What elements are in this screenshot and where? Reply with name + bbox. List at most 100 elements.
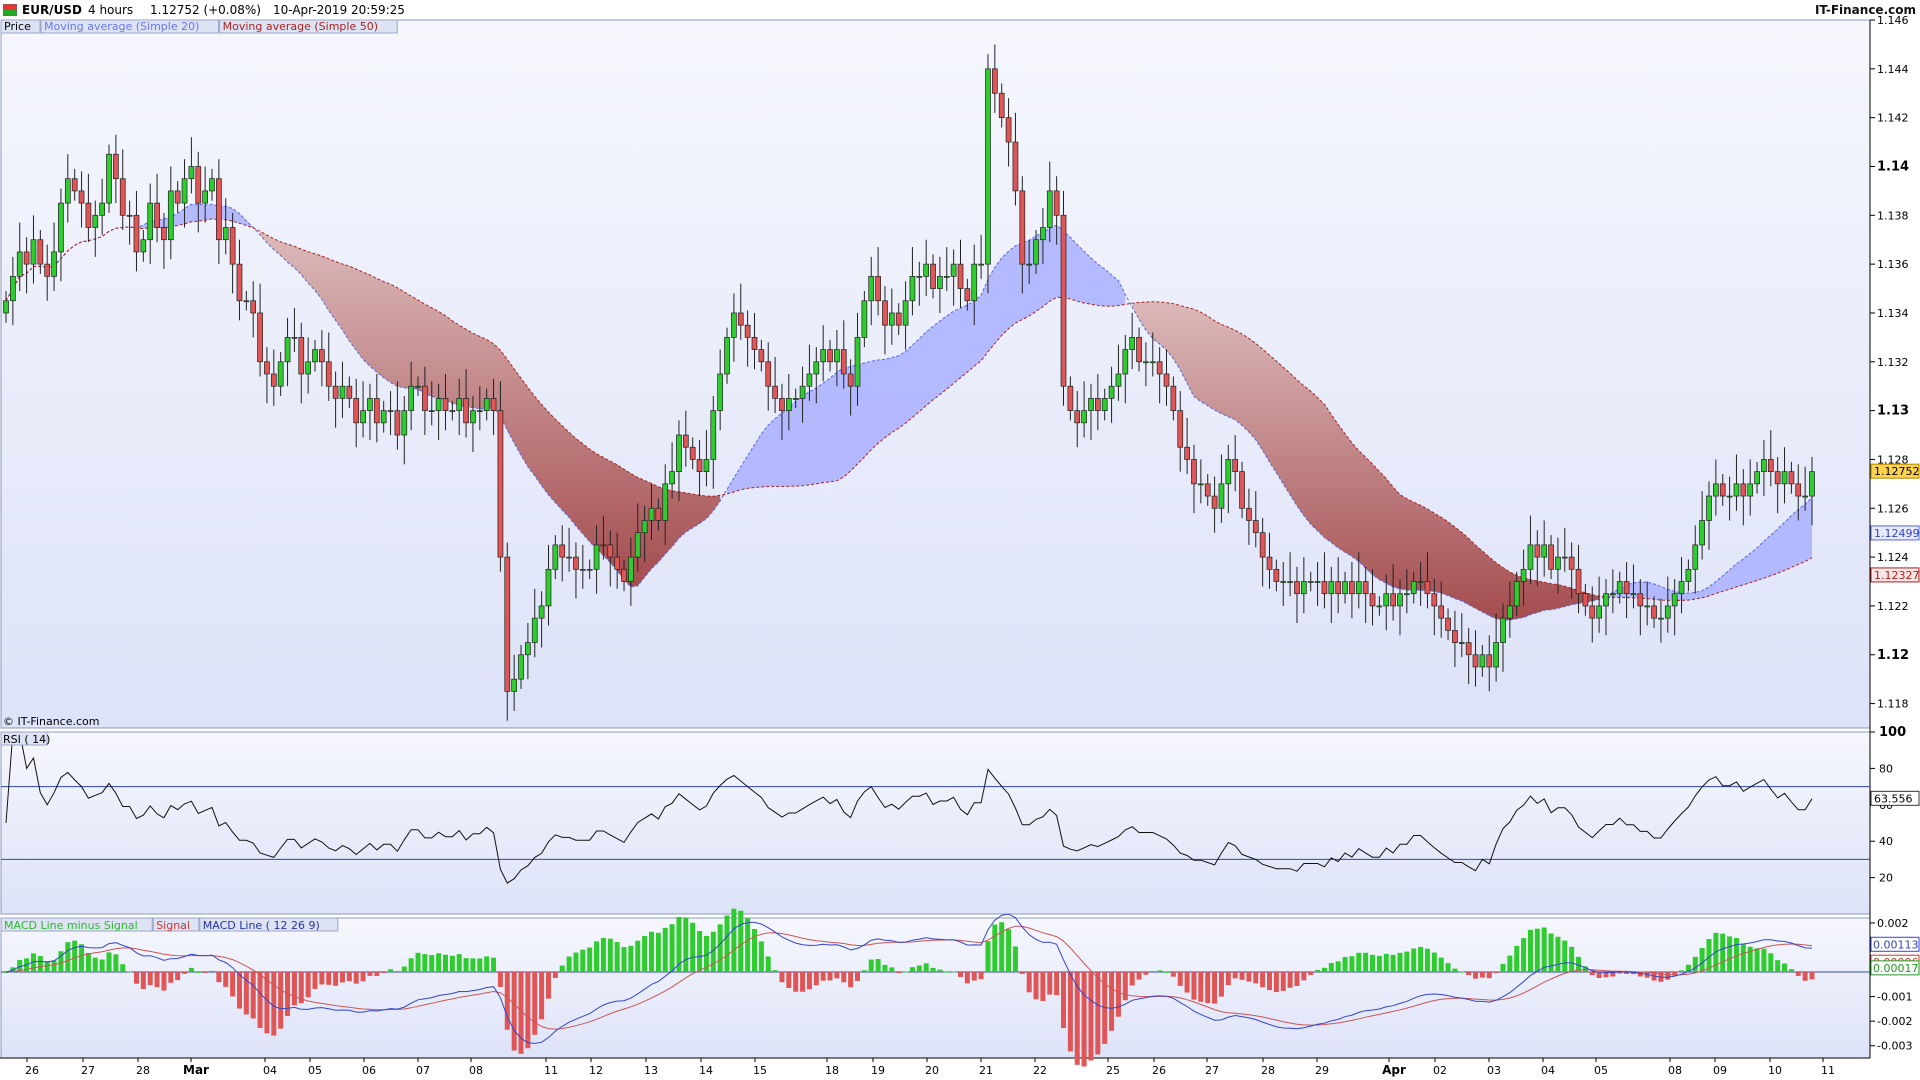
- candle[interactable]: [676, 420, 682, 501]
- candle[interactable]: [792, 388, 799, 409]
- candle[interactable]: [964, 278, 971, 311]
- timeframe-label[interactable]: 4 hours: [88, 3, 134, 17]
- candle[interactable]: [229, 212, 236, 294]
- candle[interactable]: [1589, 586, 1596, 643]
- candle[interactable]: [161, 212, 167, 270]
- candle[interactable]: [1726, 476, 1733, 521]
- candle[interactable]: [181, 159, 188, 228]
- candle[interactable]: [367, 383, 373, 440]
- candle[interactable]: [92, 200, 99, 257]
- candle[interactable]: [1294, 566, 1300, 624]
- candle[interactable]: [106, 144, 112, 213]
- candle[interactable]: [64, 154, 71, 223]
- candle[interactable]: [1149, 332, 1156, 377]
- candle[interactable]: [1040, 207, 1046, 265]
- candle[interactable]: [978, 234, 984, 279]
- candle[interactable]: [1108, 366, 1115, 423]
- candle[interactable]: [30, 215, 37, 284]
- candle[interactable]: [463, 369, 469, 438]
- candle[interactable]: [531, 588, 538, 658]
- candle[interactable]: [277, 352, 284, 396]
- candle[interactable]: [346, 376, 353, 409]
- price-legend-item[interactable]: Moving average (Simple 20): [44, 20, 199, 33]
- candle[interactable]: [600, 515, 607, 560]
- candle[interactable]: [1802, 466, 1808, 511]
- candle[interactable]: [950, 249, 957, 306]
- candle[interactable]: [1685, 559, 1692, 592]
- candle[interactable]: [1438, 581, 1445, 638]
- candle[interactable]: [270, 349, 277, 406]
- candle[interactable]: [1005, 98, 1012, 167]
- candle[interactable]: [1486, 635, 1493, 692]
- candle[interactable]: [655, 498, 662, 531]
- candle[interactable]: [1513, 571, 1520, 616]
- candle[interactable]: [58, 188, 64, 282]
- candle[interactable]: [689, 437, 696, 470]
- candle[interactable]: [1719, 474, 1726, 506]
- candle[interactable]: [868, 256, 875, 326]
- candle[interactable]: [174, 181, 181, 213]
- candle[interactable]: [937, 256, 943, 313]
- candle[interactable]: [222, 198, 229, 255]
- candle[interactable]: [799, 366, 806, 423]
- candle[interactable]: [408, 361, 414, 431]
- candle[interactable]: [1630, 564, 1637, 609]
- candle[interactable]: [840, 320, 847, 389]
- candle[interactable]: [1321, 552, 1328, 609]
- candle[interactable]: [744, 310, 751, 367]
- candle[interactable]: [71, 168, 78, 201]
- candle[interactable]: [1774, 457, 1781, 514]
- candle[interactable]: [813, 347, 820, 404]
- candle[interactable]: [422, 366, 428, 436]
- candle[interactable]: [133, 190, 140, 272]
- candle[interactable]: [1314, 561, 1321, 606]
- candle[interactable]: [861, 290, 868, 348]
- candle[interactable]: [806, 344, 813, 401]
- candle[interactable]: [504, 542, 511, 721]
- candle[interactable]: [882, 286, 888, 355]
- candle[interactable]: [1211, 476, 1218, 533]
- candle[interactable]: [44, 244, 51, 301]
- candle[interactable]: [1740, 469, 1747, 526]
- candle[interactable]: [1246, 488, 1252, 545]
- candle[interactable]: [1548, 535, 1554, 580]
- candle[interactable]: [16, 222, 23, 291]
- candle[interactable]: [1520, 549, 1527, 606]
- candle[interactable]: [51, 222, 57, 291]
- candle[interactable]: [1177, 391, 1184, 472]
- candle[interactable]: [779, 383, 785, 440]
- candle[interactable]: [1191, 444, 1197, 514]
- candle[interactable]: [167, 166, 174, 260]
- candle[interactable]: [511, 654, 518, 711]
- candle[interactable]: [1692, 525, 1699, 594]
- candle[interactable]: [1033, 229, 1039, 274]
- candle[interactable]: [1019, 176, 1026, 294]
- candle[interactable]: [1575, 544, 1582, 614]
- candle[interactable]: [476, 386, 483, 431]
- candle[interactable]: [1184, 417, 1190, 475]
- candle[interactable]: [209, 168, 215, 201]
- candle[interactable]: [1060, 190, 1067, 406]
- candle[interactable]: [1204, 474, 1211, 506]
- candle[interactable]: [579, 544, 586, 589]
- candle[interactable]: [298, 322, 305, 404]
- candle[interactable]: [415, 376, 421, 396]
- candle[interactable]: [1465, 627, 1472, 685]
- candle[interactable]: [1678, 557, 1685, 614]
- candle[interactable]: [669, 442, 675, 499]
- candle[interactable]: [1383, 574, 1390, 631]
- candle[interactable]: [401, 395, 408, 465]
- candle[interactable]: [985, 54, 991, 294]
- candle[interactable]: [394, 381, 401, 450]
- candle[interactable]: [634, 503, 641, 572]
- candle[interactable]: [1232, 435, 1239, 492]
- symbol-label[interactable]: EUR/USD: [22, 3, 82, 17]
- candle[interactable]: [1445, 608, 1451, 641]
- candle[interactable]: [1239, 461, 1245, 519]
- candle[interactable]: [3, 290, 9, 323]
- candle[interactable]: [703, 430, 710, 487]
- candle[interactable]: [1616, 571, 1623, 604]
- candle[interactable]: [648, 483, 655, 541]
- candle[interactable]: [1225, 444, 1232, 514]
- candle[interactable]: [1637, 579, 1644, 636]
